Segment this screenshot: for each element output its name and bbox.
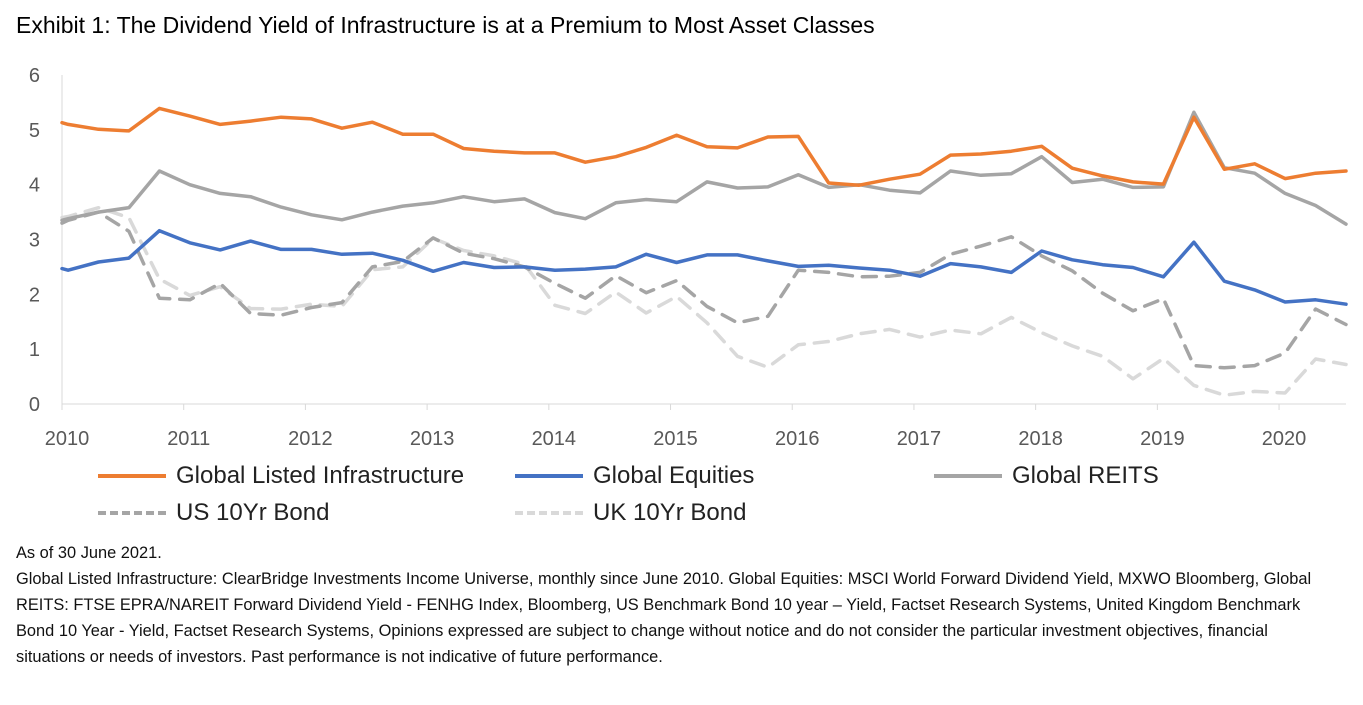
series-line-uk-10yr-bond <box>60 205 1348 397</box>
legend-label: Global Equities <box>593 462 755 489</box>
legend-swatch <box>515 511 583 515</box>
legend-item-us-10yr-bond: US 10Yr Bond <box>98 498 329 528</box>
x-tick-label: 2016 <box>775 428 820 450</box>
series-line-global-reits <box>60 110 1348 226</box>
y-tick-label: 0 <box>29 394 40 416</box>
y-tick-label: 3 <box>29 230 40 252</box>
legend-swatch <box>934 474 1002 478</box>
series-line-global-listed-infrastructure <box>60 106 1348 187</box>
y-tick-label: 4 <box>29 175 40 197</box>
legend-item-global-equities: Global Equities <box>515 461 754 491</box>
legend-item-uk-10yr-bond: UK 10Yr Bond <box>515 498 746 528</box>
y-tick-label: 6 <box>29 65 40 87</box>
legend-item-global-listed-infrastructure: Global Listed Infrastructure <box>98 461 464 491</box>
legend-label: UK 10Yr Bond <box>593 499 747 526</box>
legend-item-global-reits: Global REITS <box>934 461 1159 491</box>
y-tick-label: 5 <box>29 120 40 142</box>
legend-swatch <box>98 474 166 478</box>
legend-swatch <box>98 511 166 515</box>
x-tick-label: 2018 <box>1018 428 1063 450</box>
footnotes: As of 30 June 2021. Global Listed Infras… <box>16 540 1316 670</box>
x-tick-label: 2019 <box>1140 428 1185 450</box>
x-tick-label: 2020 <box>1262 428 1307 450</box>
footnote-sources: Global Listed Infrastructure: ClearBridg… <box>16 570 1312 666</box>
legend-label: Global Listed Infrastructure <box>176 462 465 489</box>
series-line-global-equities <box>60 228 1348 306</box>
y-tick-label: 1 <box>29 339 40 361</box>
x-tick-label: 2011 <box>167 428 210 450</box>
y-tick-label: 2 <box>29 284 40 306</box>
legend-label: US 10Yr Bond <box>176 499 330 526</box>
x-tick-label: 2010 <box>45 428 90 450</box>
x-tick-label: 2017 <box>897 428 942 450</box>
series-line-us-10yr-bond <box>60 210 1348 370</box>
line-chart: 0 1 2 3 4 5 6 2010 2011 2012 2013 2014 2015 2016 2017 2… <box>29 65 1348 450</box>
legend-swatch <box>515 474 583 478</box>
x-tick-label: 2015 <box>653 428 698 450</box>
footnote-date: As of 30 June 2021. <box>16 544 162 562</box>
x-tick-label: 2014 <box>532 428 577 450</box>
chart-title: Exhibit 1: The Dividend Yield of Infrast… <box>16 12 875 38</box>
x-tick-label: 2013 <box>410 428 455 450</box>
legend-label: Global REITS <box>1012 462 1159 489</box>
x-tick-label: 2012 <box>288 428 333 450</box>
